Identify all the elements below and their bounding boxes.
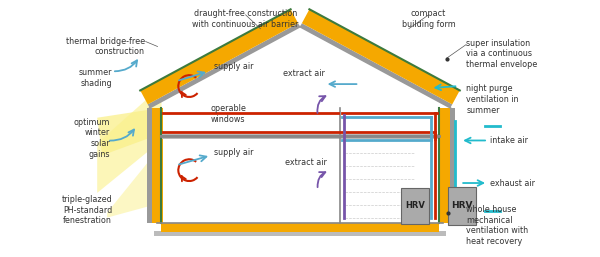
Text: draught-free construction
with continuous air barrier: draught-free construction with continuou… bbox=[193, 9, 299, 29]
Text: optimum
winter
solar
gains: optimum winter solar gains bbox=[74, 118, 110, 159]
Text: whole house
mechanical
ventilation with
heat recovery: whole house mechanical ventilation with … bbox=[466, 205, 529, 246]
Text: supply air: supply air bbox=[214, 62, 253, 71]
Bar bbox=[451, 108, 455, 223]
Bar bbox=[161, 223, 439, 233]
Text: HRV: HRV bbox=[405, 201, 425, 210]
Text: night purge
ventilation in
summer: night purge ventilation in summer bbox=[466, 84, 519, 115]
Text: supply air: supply air bbox=[214, 148, 253, 157]
Polygon shape bbox=[107, 145, 161, 218]
Text: HRV: HRV bbox=[451, 201, 473, 210]
Text: triple-glazed
PH-standard
fenestration: triple-glazed PH-standard fenestration bbox=[61, 195, 112, 225]
Bar bbox=[401, 188, 428, 224]
Text: compact
building form: compact building form bbox=[402, 9, 455, 29]
Text: intake air: intake air bbox=[490, 136, 528, 145]
Bar bbox=[448, 187, 476, 225]
Polygon shape bbox=[302, 9, 460, 104]
Polygon shape bbox=[140, 9, 298, 104]
Text: extract air: extract air bbox=[285, 158, 327, 167]
Bar bbox=[152, 108, 163, 223]
Text: thermal bridge-free
construction: thermal bridge-free construction bbox=[65, 36, 145, 56]
Polygon shape bbox=[148, 23, 300, 108]
Polygon shape bbox=[97, 108, 161, 155]
Text: summer
shading: summer shading bbox=[79, 68, 112, 88]
Text: super insulation
via a continuous
thermal envelope: super insulation via a continuous therma… bbox=[466, 39, 538, 69]
Polygon shape bbox=[300, 23, 452, 108]
Text: extract air: extract air bbox=[283, 69, 325, 78]
Bar bbox=[161, 134, 439, 139]
Text: exhaust air: exhaust air bbox=[490, 179, 535, 188]
Bar bbox=[439, 108, 451, 223]
Bar bbox=[154, 232, 446, 236]
Bar bbox=[146, 108, 152, 223]
Polygon shape bbox=[97, 86, 161, 193]
Text: operable
windows: operable windows bbox=[211, 104, 247, 124]
